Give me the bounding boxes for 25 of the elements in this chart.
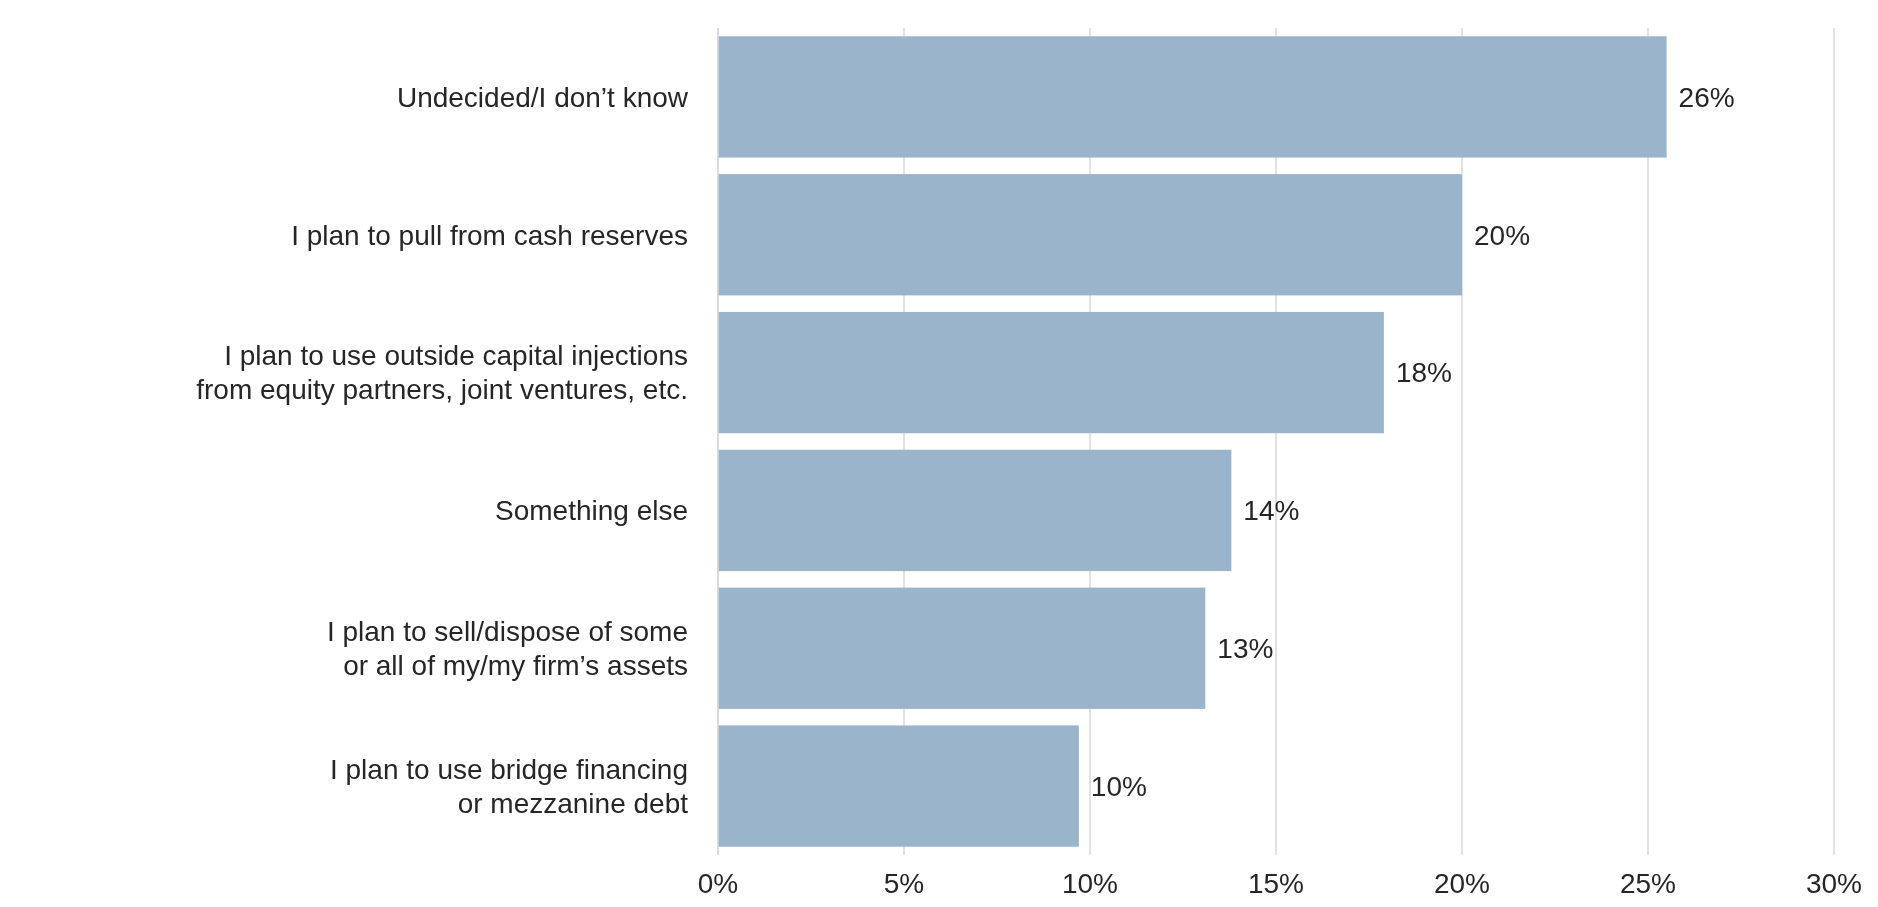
bar (718, 449, 1232, 572)
data-label: 26% (1678, 81, 1735, 113)
bar (718, 311, 1384, 434)
y-tick-label: I plan to sell/dispose of some or all of my/my firm’s assets (326, 616, 688, 682)
y-tick-label: Something else (494, 495, 688, 527)
x-tick-label: 30% (1805, 868, 1863, 899)
bar (718, 36, 1667, 158)
x-tick-label: 15% (1247, 868, 1305, 899)
x-tick-label: 20% (1433, 868, 1491, 899)
data-label: 13% (1217, 633, 1274, 665)
bar (718, 587, 1206, 709)
y-tick-label: I plan to pull from cash reserves (291, 219, 688, 251)
x-tick-label: 25% (1619, 868, 1677, 899)
y-tick-label: I plan to use bridge financing or mezzanine debt (329, 753, 689, 819)
y-tick-label: Undecided/I don’t know (396, 81, 689, 113)
data-label: 14% (1243, 495, 1300, 527)
data-label: 18% (1395, 357, 1452, 389)
x-tick-label: 0% (697, 868, 739, 899)
y-tick-label: I plan to use outside capital injections from equity partners, joint ventures, etc. (196, 340, 688, 406)
x-tick-label: 10% (1061, 868, 1119, 899)
data-label: 20% (1474, 219, 1531, 251)
x-tick-label: 5% (883, 868, 925, 899)
data-label: 10% (1090, 770, 1147, 802)
bar (718, 174, 1462, 296)
bar (718, 725, 1079, 847)
